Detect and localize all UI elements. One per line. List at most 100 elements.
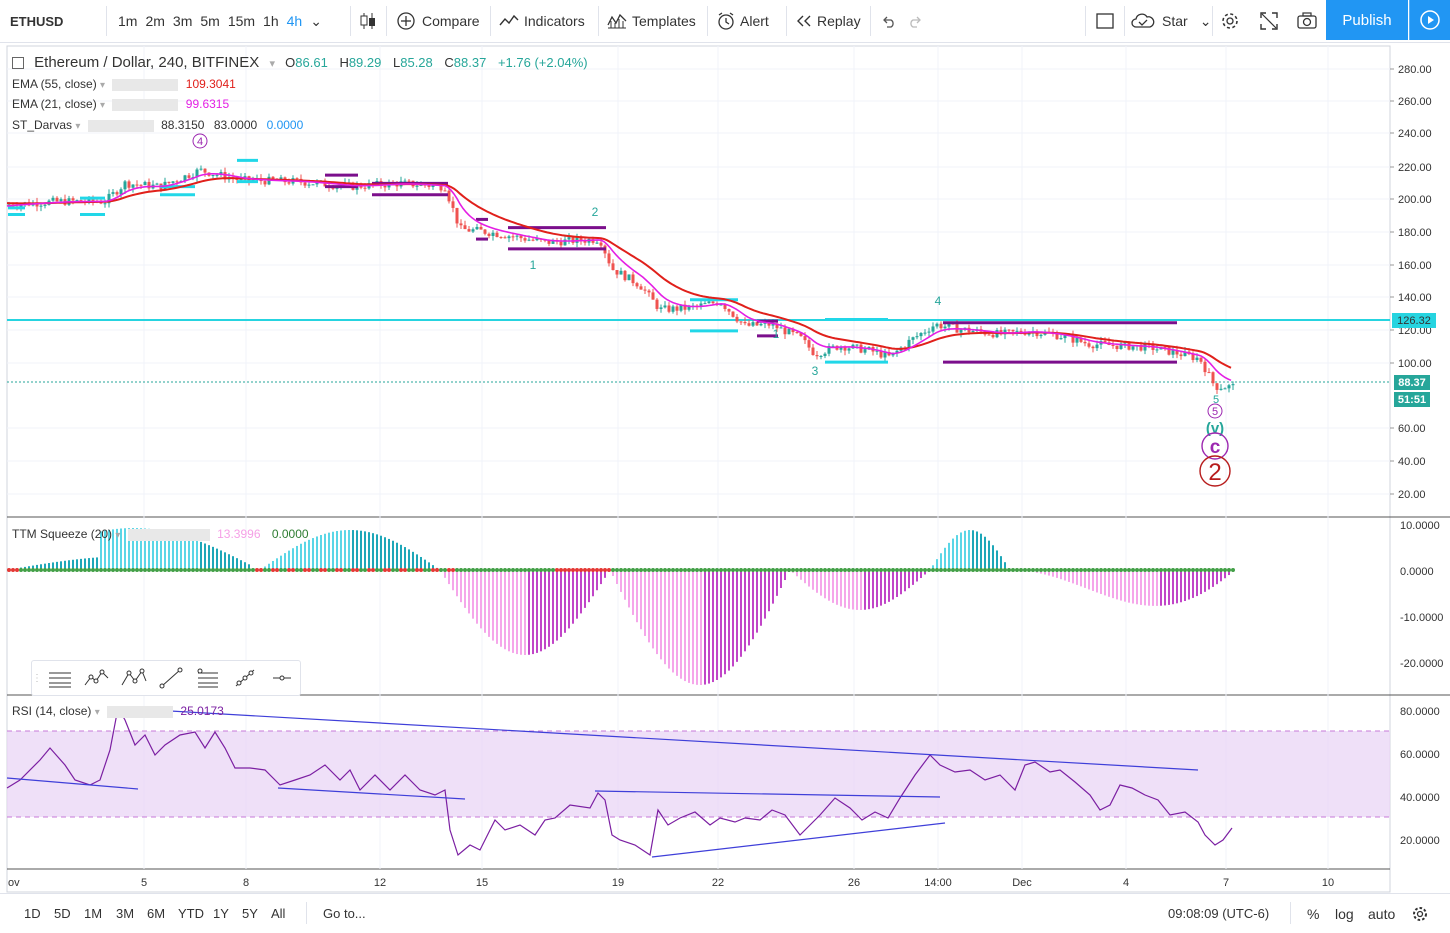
interval-1h[interactable]: 1h bbox=[263, 13, 279, 29]
elliott-impulse-icon[interactable] bbox=[79, 663, 116, 693]
templates-button[interactable]: Templates bbox=[606, 0, 696, 42]
interval-2m[interactable]: 2m bbox=[145, 13, 165, 29]
squeeze-dot bbox=[851, 568, 855, 572]
candle-body bbox=[1191, 354, 1195, 360]
series-title[interactable]: Ethereum / Dollar, 240, BITFINEX bbox=[34, 54, 260, 71]
squeeze-dot bbox=[639, 568, 643, 572]
redo-icon[interactable] bbox=[908, 0, 924, 42]
squeeze-dot bbox=[907, 568, 911, 572]
candle-body bbox=[595, 242, 599, 244]
clock[interactable]: 09:08:09 (UTC-6) bbox=[1168, 894, 1269, 933]
rsi-trendlines[interactable] bbox=[6, 707, 1199, 858]
squeeze-dot bbox=[711, 568, 715, 572]
alert-button[interactable]: Alert bbox=[716, 0, 769, 42]
squeeze-dot bbox=[819, 568, 823, 572]
legend-buttons[interactable] bbox=[127, 528, 210, 541]
price-axis[interactable]: 280.00 260.00 240.00 220.00 200.00 180.00 160.… bbox=[1390, 64, 1432, 501]
squeeze-dot bbox=[451, 568, 455, 572]
alert-label: Alert bbox=[740, 13, 769, 29]
candle-body bbox=[43, 204, 47, 206]
camera-icon[interactable] bbox=[1296, 0, 1318, 42]
legend-buttons[interactable] bbox=[112, 78, 179, 91]
interval-1m[interactable]: 1m bbox=[118, 13, 138, 29]
candle-body bbox=[943, 326, 947, 329]
auto-toggle[interactable]: auto bbox=[1368, 894, 1395, 933]
interval-4h[interactable]: 4h bbox=[286, 13, 303, 29]
legend-buttons[interactable] bbox=[87, 119, 154, 132]
replay-button[interactable]: Replay bbox=[795, 0, 861, 42]
drag-handle-icon[interactable]: ⋮ bbox=[32, 672, 42, 684]
range-1d[interactable]: 1D bbox=[24, 906, 41, 921]
chevron-down-icon[interactable]: ▾ bbox=[269, 58, 275, 70]
elliott-correction-icon[interactable] bbox=[116, 663, 153, 693]
range-1y[interactable]: 1Y bbox=[213, 906, 229, 921]
horizontal-ray-icon[interactable] bbox=[263, 663, 300, 693]
chevron-down-icon[interactable]: ⌄ bbox=[310, 12, 322, 29]
squeeze-dot bbox=[811, 568, 815, 572]
percent-toggle[interactable]: % bbox=[1307, 894, 1319, 933]
squeeze-dot bbox=[443, 568, 447, 572]
interval-3m[interactable]: 3m bbox=[172, 13, 193, 29]
squeeze-dot bbox=[351, 568, 355, 572]
range-6m[interactable]: 6M bbox=[147, 906, 166, 921]
range-3m[interactable]: 3M bbox=[116, 906, 135, 921]
scale-settings-gear-icon[interactable] bbox=[1411, 894, 1429, 933]
squeeze-dot bbox=[959, 568, 963, 572]
squeeze-dot bbox=[1199, 568, 1203, 572]
collapse-icon[interactable] bbox=[12, 57, 24, 70]
pitchfork-icon[interactable] bbox=[189, 663, 226, 693]
ema55-legend[interactable]: EMA (55, close) ▾ 109.3041 bbox=[12, 77, 236, 91]
ema21-legend[interactable]: EMA (21, close) ▾ 99.6315 bbox=[12, 97, 229, 111]
squeeze-dot bbox=[79, 568, 83, 572]
compare-button[interactable]: Compare bbox=[396, 0, 480, 42]
low-value: 85.28 bbox=[400, 55, 433, 70]
log-toggle[interactable]: log bbox=[1335, 894, 1354, 933]
range-1m[interactable]: 1M bbox=[84, 906, 103, 921]
legend-buttons[interactable] bbox=[112, 98, 179, 111]
chart-area[interactable]: 4 1 2 1 3 4 5 5 (v) c 2 280.00260.00240.… bbox=[0, 43, 1450, 893]
squeeze-dot bbox=[1147, 568, 1151, 572]
ema21-line[interactable] bbox=[6, 173, 1232, 382]
rsi-legend[interactable]: RSI (14, close) ▾ 25.0173 bbox=[12, 704, 224, 718]
candle-body bbox=[35, 202, 39, 207]
interval-5m[interactable]: 5m bbox=[200, 13, 220, 29]
clock-label: 09:08:09 (UTC-6) bbox=[1168, 906, 1270, 921]
squeeze-dot bbox=[763, 568, 767, 572]
candle-body bbox=[491, 232, 495, 236]
legend-buttons[interactable] bbox=[107, 705, 174, 718]
range-ytd[interactable]: YTD bbox=[178, 906, 204, 921]
squeeze-dot bbox=[75, 568, 79, 572]
symbol-search[interactable]: ETHUSD bbox=[10, 0, 105, 42]
squeeze-dot bbox=[39, 568, 43, 572]
interval-15m[interactable]: 15m bbox=[227, 13, 256, 29]
star-button[interactable]: Star ⌄ bbox=[1130, 0, 1211, 42]
rsi-line[interactable] bbox=[6, 706, 1233, 857]
fullscreen-icon[interactable] bbox=[1259, 0, 1279, 42]
goto-button[interactable]: Go to... bbox=[323, 894, 366, 933]
fib-tool-icon[interactable] bbox=[42, 663, 79, 693]
time-axis[interactable]: ov 5 8 12 15 19 22 26 14:00 Dec 4 7 10 bbox=[8, 877, 1334, 889]
ema55-line[interactable] bbox=[6, 177, 1232, 369]
darvas-legend[interactable]: ST_Darvas ▾ 88.3150 83.0000 0.0000 bbox=[12, 118, 303, 132]
path-tool-icon[interactable] bbox=[226, 663, 263, 693]
settings-gear-icon[interactable] bbox=[1220, 0, 1240, 42]
ttm-axis[interactable]: 10.0000 0.0000 -10.0000 -20.0000 bbox=[1400, 520, 1443, 670]
candle-body bbox=[403, 180, 407, 182]
fullscreen-square-icon[interactable] bbox=[1095, 0, 1115, 42]
range-5y[interactable]: 5Y bbox=[242, 906, 258, 921]
ttm-legend[interactable]: TTM Squeeze (20) ▾ 13.3996 0.0000 bbox=[12, 527, 309, 541]
rsi-axis[interactable]: 80.0000 60.0000 40.0000 20.0000 bbox=[1400, 706, 1440, 847]
range-5d[interactable]: 5D bbox=[54, 906, 71, 921]
indicators-button[interactable]: Indicators bbox=[498, 0, 585, 42]
chart-type-button[interactable] bbox=[358, 0, 378, 42]
candle-body bbox=[551, 240, 555, 244]
trendline-icon[interactable] bbox=[153, 663, 190, 693]
range-all[interactable]: All bbox=[271, 906, 286, 921]
candle-body bbox=[815, 355, 819, 357]
publish-button[interactable]: Publish bbox=[1326, 0, 1408, 40]
play-button[interactable] bbox=[1409, 0, 1450, 40]
candle-body bbox=[559, 241, 563, 246]
candle-body bbox=[875, 350, 879, 352]
squeeze-dot bbox=[843, 568, 847, 572]
undo-icon[interactable] bbox=[880, 0, 896, 42]
